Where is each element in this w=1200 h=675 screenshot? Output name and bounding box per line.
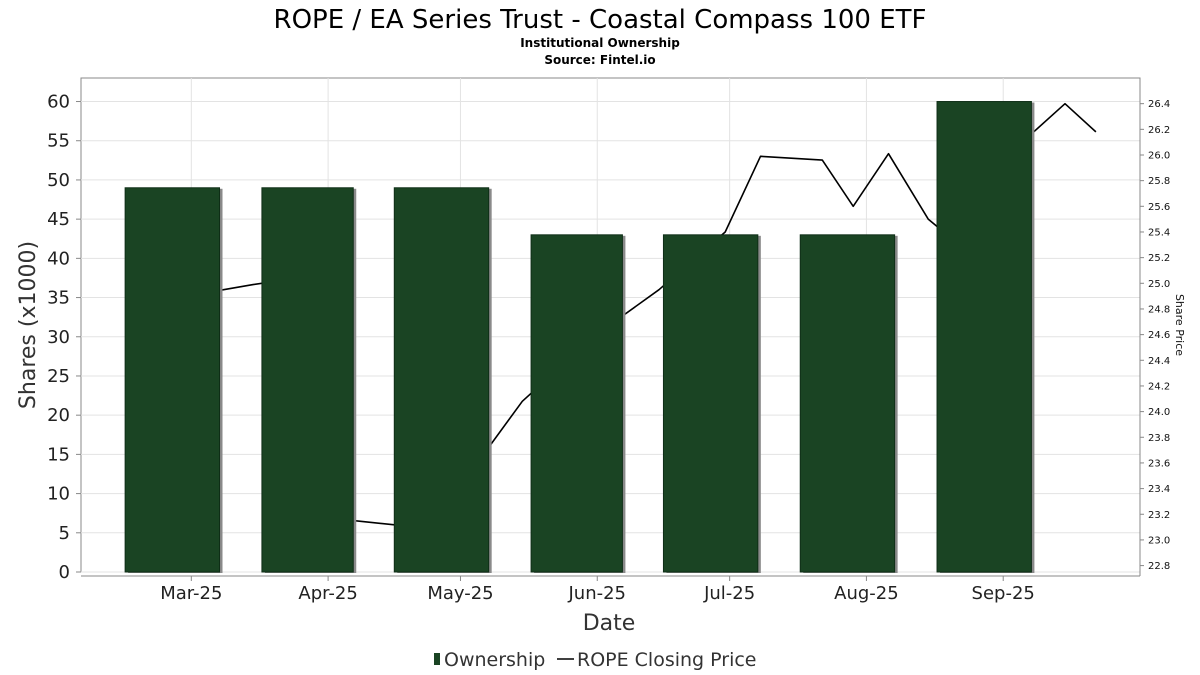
- y-tick-label: 35: [47, 288, 70, 309]
- x-axis-title: Date: [583, 611, 636, 636]
- x-tick-label: Jun-25: [567, 583, 626, 604]
- y2-tick-label: 25.2: [1148, 253, 1170, 264]
- y-axis-ticks: 0 5 10 15 20 25 30 35 40 45 50 55 60: [47, 92, 81, 583]
- y2-tick-label: 24.8: [1148, 304, 1170, 315]
- y-tick-label: 50: [47, 170, 70, 191]
- x-tick-label: Aug-25: [834, 583, 899, 604]
- y-axis-title: Shares (x1000): [16, 241, 41, 409]
- legend-ownership-label: Ownership: [444, 649, 545, 671]
- ownership-bars: [124, 101, 1035, 574]
- legend: Ownership ROPE Closing Price: [434, 649, 757, 671]
- y2-axis-title: Share Price: [1173, 294, 1186, 356]
- legend-ownership-swatch: [434, 653, 440, 665]
- y2-axis-ticks: 22.8 23.0 23.2 23.4 23.6 23.8 24.0 24.2 24.4 24.6…: [1140, 99, 1170, 572]
- y2-tick-label: 25.8: [1148, 176, 1170, 187]
- y2-tick-label: 24.4: [1148, 356, 1170, 367]
- y2-tick-label: 26.0: [1148, 150, 1170, 161]
- y-tick-label: 45: [47, 209, 70, 230]
- y2-tick-label: 24.2: [1148, 381, 1170, 392]
- ownership-bar: [124, 187, 221, 573]
- y2-tick-label: 23.8: [1148, 433, 1170, 444]
- y-tick-label: 10: [47, 484, 70, 505]
- x-tick-label: Jul-25: [703, 583, 755, 604]
- ownership-bar: [799, 234, 896, 573]
- x-tick-label: Sep-25: [972, 583, 1035, 604]
- x-tick-label: Apr-25: [298, 583, 357, 604]
- y2-tick-label: 25.0: [1148, 279, 1170, 290]
- y2-tick-label: 26.2: [1148, 125, 1170, 136]
- y-tick-label: 30: [47, 327, 70, 348]
- ownership-bar: [261, 187, 354, 573]
- chart-title: ROPE / EA Series Trust - Coastal Compass…: [274, 5, 927, 35]
- ownership-bar: [530, 234, 623, 573]
- y-tick-label: 20: [47, 405, 70, 426]
- y2-tick-label: 23.6: [1148, 458, 1170, 469]
- y2-tick-label: 25.6: [1148, 202, 1170, 213]
- ownership-bar: [393, 187, 490, 573]
- x-axis-ticks: Mar-25 Apr-25 May-25 Jun-25 Jul-25 Aug-25 Sep-…: [160, 576, 1035, 604]
- y2-tick-label: 23.2: [1148, 510, 1170, 521]
- legend-price-label: ROPE Closing Price: [577, 649, 757, 671]
- y2-tick-label: 23.0: [1148, 535, 1170, 546]
- y-tick-label: 25: [47, 366, 70, 387]
- y-tick-label: 55: [47, 131, 70, 152]
- y2-tick-label: 25.4: [1148, 227, 1170, 238]
- chart-subtitle-source: Source: Fintel.io: [544, 53, 655, 67]
- y2-tick-label: 26.4: [1148, 99, 1170, 110]
- y2-tick-label: 23.4: [1148, 484, 1170, 495]
- y-tick-label: 0: [59, 562, 70, 583]
- y2-tick-label: 24.0: [1148, 407, 1170, 418]
- y-tick-label: 5: [59, 523, 70, 544]
- y-tick-label: 15: [47, 444, 70, 465]
- x-tick-label: Mar-25: [160, 583, 222, 604]
- y2-tick-label: 22.8: [1148, 561, 1170, 572]
- y-tick-label: 40: [47, 248, 70, 269]
- y2-tick-label: 24.6: [1148, 330, 1170, 341]
- ownership-bar: [936, 101, 1032, 573]
- x-tick-label: May-25: [427, 583, 493, 604]
- ownership-bar: [662, 234, 759, 573]
- y-tick-label: 60: [47, 92, 70, 113]
- chart-subtitle-ownership: Institutional Ownership: [520, 36, 680, 50]
